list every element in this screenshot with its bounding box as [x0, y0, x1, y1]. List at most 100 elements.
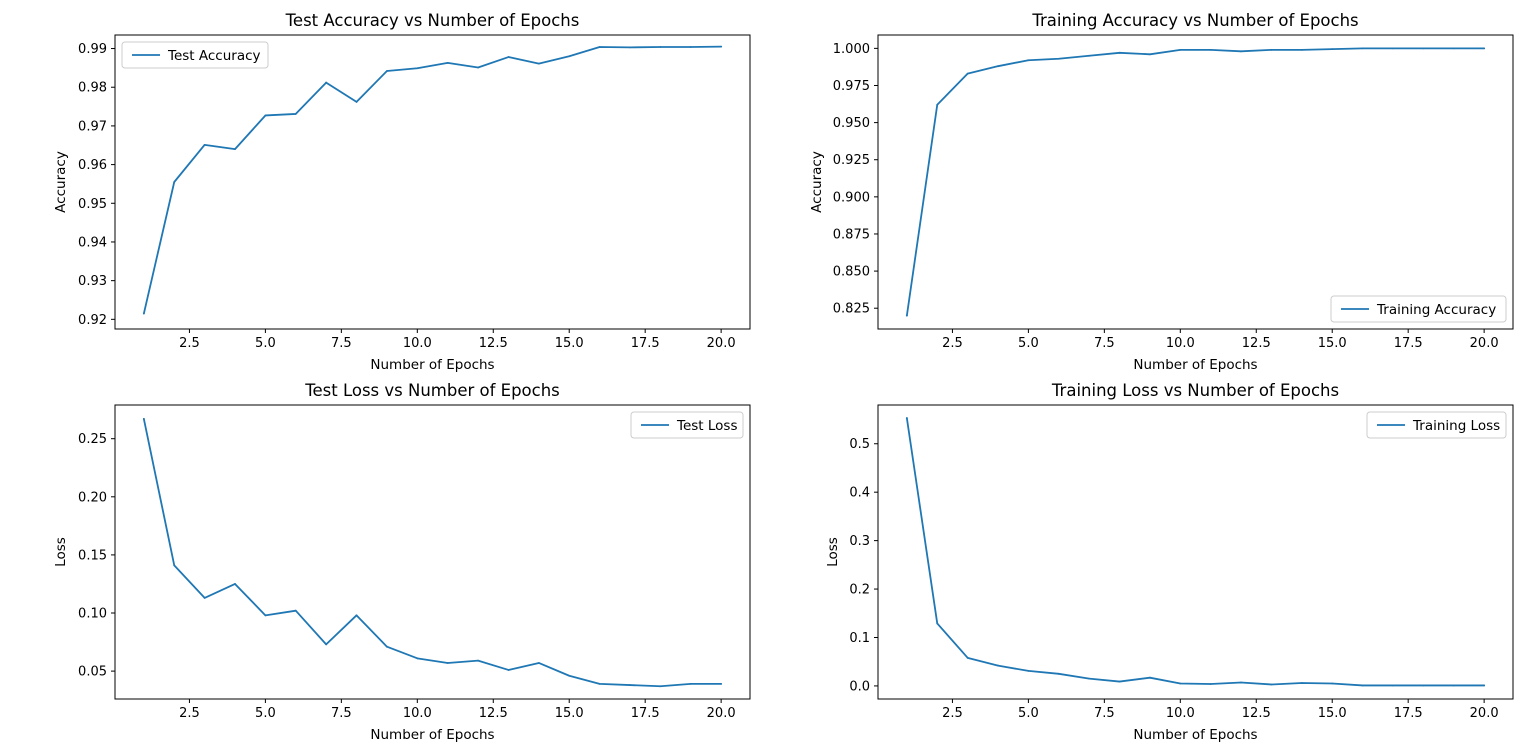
data-point [173, 564, 176, 567]
data-point [1088, 54, 1091, 57]
data-point [1270, 48, 1273, 51]
plot-area [905, 47, 1486, 317]
x-axis-label: Number of Epochs [370, 727, 494, 743]
y-tick-label: 0.97 [78, 119, 107, 134]
x-axis: 2.5 5.0 7.5 10.0 12.5 15.0 17.5 20.0 [179, 329, 736, 351]
legend-frame [121, 41, 269, 69]
y-axis: 0.92 0.93 0.94 0.95 0.96 0.97 0.98 0.99 [78, 42, 115, 328]
data-point [1057, 672, 1060, 675]
y-tick-label: 0.4 [849, 486, 870, 501]
y-axis: 0.0 0.1 0.2 0.3 0.4 0.5 [849, 437, 878, 694]
x-tick-label: 10.0 [1166, 336, 1195, 351]
data-point [1149, 53, 1151, 56]
data-point [598, 682, 601, 685]
chart-title: Training Loss vs Number of Epochs [1051, 381, 1339, 400]
data-point [966, 656, 969, 659]
x-tick-label: 2.5 [179, 706, 200, 721]
x-tick-label: 17.5 [1394, 706, 1423, 721]
data-point [1149, 676, 1151, 679]
data-point [1331, 682, 1334, 685]
legend-label: Test Loss [676, 418, 738, 434]
chart-title: Test Accuracy vs Number of Epochs [285, 11, 580, 30]
plot-area [142, 45, 723, 315]
y-tick-label: 0.96 [78, 158, 107, 173]
y-tick-label: 0.0 [849, 679, 870, 694]
y-tick-label: 1.000 [833, 42, 870, 57]
data-point [1483, 47, 1486, 50]
plot-area [142, 418, 723, 688]
data-point [629, 684, 631, 686]
x-tick-label: 5.0 [1018, 706, 1039, 721]
series-line [905, 47, 1486, 317]
x-tick-label: 20.0 [1470, 336, 1499, 351]
data-point [507, 56, 510, 58]
data-point [203, 143, 206, 146]
x-axis: 2.5 5.0 7.5 10.0 12.5 15.0 17.5 20.0 [179, 699, 736, 721]
data-point [386, 70, 388, 72]
data-point [568, 55, 571, 58]
y-tick-label: 0.900 [833, 190, 870, 205]
x-tick-label: 7.5 [331, 706, 352, 721]
x-tick-label: 7.5 [1094, 336, 1115, 351]
x-tick-label: 10.0 [403, 336, 432, 351]
y-tick-label: 0.2 [849, 583, 870, 598]
data-point [477, 659, 479, 662]
x-axis-label: Number of Epochs [1133, 357, 1257, 373]
y-tick-label: 0.3 [849, 534, 870, 549]
chart-training-loss: Training Loss vs Number of Epochs 2.5 5.0… [825, 381, 1514, 743]
data-point [142, 418, 145, 420]
data-point [1361, 47, 1364, 50]
x-tick-label: 15.0 [1318, 336, 1347, 351]
data-point [1179, 48, 1182, 51]
y-tick-label: 0.94 [78, 235, 107, 250]
data-point [1179, 682, 1182, 685]
axes-frame [114, 404, 751, 700]
x-tick-label: 17.5 [631, 336, 660, 351]
y-axis-label: Accuracy [809, 151, 825, 213]
data-point [1392, 684, 1394, 687]
data-point [659, 685, 662, 688]
x-tick-label: 2.5 [179, 336, 200, 351]
data-point [1057, 57, 1060, 60]
data-point [997, 664, 999, 667]
data-point [1422, 47, 1425, 50]
x-tick-label: 17.5 [1394, 336, 1423, 351]
x-tick-label: 12.5 [479, 336, 508, 351]
data-point [1240, 50, 1242, 53]
legend-label: Training Accuracy [1376, 302, 1496, 318]
x-tick-label: 5.0 [1018, 336, 1039, 351]
data-point [568, 674, 571, 677]
y-tick-label: 0.975 [833, 79, 870, 94]
x-tick-label: 15.0 [555, 706, 584, 721]
data-point [629, 46, 631, 49]
y-tick-label: 0.92 [78, 313, 107, 328]
legend: Test Loss [630, 411, 744, 439]
data-point [1209, 683, 1212, 685]
data-point [936, 103, 939, 106]
data-point [294, 113, 297, 115]
data-point [416, 67, 419, 70]
data-point [446, 61, 449, 64]
data-point [1452, 47, 1455, 50]
data-point [966, 72, 969, 75]
data-point [1392, 47, 1394, 50]
x-tick-label: 12.5 [1242, 336, 1271, 351]
data-point [1240, 681, 1242, 684]
data-point [1088, 677, 1091, 680]
data-point [1027, 670, 1030, 672]
legend-label: Training Loss [1412, 418, 1500, 434]
chart-test-loss: Test Loss vs Number of Epochs 2.5 5.0 7.5 1… [53, 381, 751, 743]
legend-frame [1366, 411, 1507, 439]
data-point [1361, 684, 1364, 687]
chart-title: Training Accuracy vs Number of Epochs [1031, 11, 1358, 30]
data-point [173, 181, 176, 183]
x-tick-label: 7.5 [1094, 706, 1115, 721]
data-point [1300, 48, 1303, 51]
y-tick-label: 0.95 [78, 197, 107, 212]
x-axis: 2.5 5.0 7.5 10.0 12.5 15.0 17.5 20.0 [942, 699, 1499, 721]
x-tick-label: 20.0 [707, 336, 736, 351]
data-point [905, 417, 908, 419]
y-tick-label: 0.875 [833, 227, 870, 242]
y-tick-label: 0.25 [78, 432, 107, 447]
